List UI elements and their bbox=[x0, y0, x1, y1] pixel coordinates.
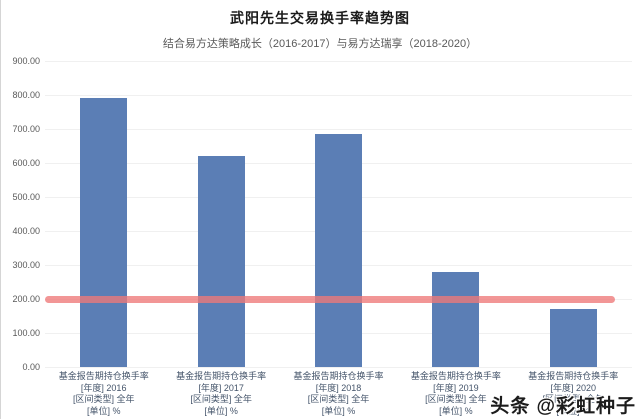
gridline bbox=[45, 367, 632, 368]
bar bbox=[80, 98, 128, 367]
x-axis-label: 基金报告期持仓换手率 [年度] 2016 [区间类型] 全年 [单位] % bbox=[41, 371, 166, 417]
x-axis-label-line: [单位] % bbox=[556, 405, 591, 416]
chart-subtitle: 结合易方达策略成长（2016-2017）与易方达瑞享（2018-2020） bbox=[162, 38, 478, 50]
x-axis-label-line: [单位] % bbox=[86, 405, 121, 416]
gridline bbox=[45, 95, 632, 96]
y-axis-tick: 200.00 bbox=[12, 294, 40, 304]
y-axis-tick: 600.00 bbox=[12, 158, 40, 168]
x-axis-label: 基金报告期持仓换手率 [年度] 2018 [区间类型] 全年 [单位] % bbox=[276, 371, 401, 417]
x-axis-label-line: 基金报告期持仓换手率 bbox=[58, 371, 149, 381]
x-axis-label-line: 基金报告期持仓换手率 bbox=[528, 371, 619, 381]
x-axis-label-line: [单位] % bbox=[321, 405, 356, 416]
x-axis-label-line: [区间类型] 全年 bbox=[72, 394, 135, 404]
x-axis-label: 基金报告期持仓换手率 [年度] 2019 [区间类型] 全年 [单位] % bbox=[393, 371, 518, 417]
x-axis-label-line: [年度] 2020 bbox=[550, 382, 597, 393]
x-axis-label: 基金报告期持仓换手率 [年度] 2020 [区间类型] 全年 [单位] % bbox=[511, 371, 636, 417]
x-axis-label-line: [区间类型] 全年 bbox=[190, 394, 252, 404]
x-axis-label-line: [单位] % bbox=[439, 405, 473, 416]
x-axis-label-line: [年度] 2018 bbox=[315, 382, 362, 393]
window-edge bbox=[0, 0, 1, 419]
x-axis-label-line: 基金报告期持仓换手率 bbox=[410, 371, 501, 381]
y-axis-tick: 400.00 bbox=[12, 226, 40, 236]
x-axis-label-line: [区间类型] 全年 bbox=[307, 394, 370, 404]
bar bbox=[197, 156, 245, 367]
x-axis-label: 基金报告期持仓换手率 [年度] 2017 [区间类型] 全年 [单位] % bbox=[158, 371, 283, 417]
gridline bbox=[45, 129, 632, 130]
x-axis-label-line: [年度] 2019 bbox=[433, 382, 479, 393]
x-axis-label-line: [单位] % bbox=[204, 405, 238, 416]
y-axis-tick: 700.00 bbox=[12, 124, 40, 134]
x-axis-label-line: [年度] 2016 bbox=[80, 382, 127, 393]
x-axis-label-line: 基金报告期持仓换手率 bbox=[176, 371, 267, 381]
x-axis-label-line: 基金报告期持仓换手率 bbox=[293, 371, 384, 381]
chart-title: 武阳先生交易换手率趋势图 bbox=[230, 10, 410, 26]
y-axis-tick: 0.00 bbox=[22, 362, 40, 372]
x-axis-label-line: [区间类型] 全年 bbox=[542, 394, 605, 404]
bar bbox=[549, 309, 597, 367]
y-axis-tick: 100.00 bbox=[12, 328, 40, 338]
watermark: 头条 @彩虹种子 bbox=[490, 396, 636, 417]
x-axis-label-line: [区间类型] 全年 bbox=[425, 394, 487, 404]
gridline bbox=[45, 61, 632, 62]
bar bbox=[432, 271, 480, 367]
y-axis-tick: 500.00 bbox=[12, 192, 40, 202]
x-axis-label-line: [年度] 2017 bbox=[198, 382, 244, 393]
y-axis-tick: 800.00 bbox=[12, 90, 40, 100]
y-axis-tick: 300.00 bbox=[12, 260, 40, 270]
bar bbox=[315, 134, 362, 367]
y-axis-tick: 900.00 bbox=[12, 56, 40, 66]
reference-line bbox=[45, 295, 615, 303]
